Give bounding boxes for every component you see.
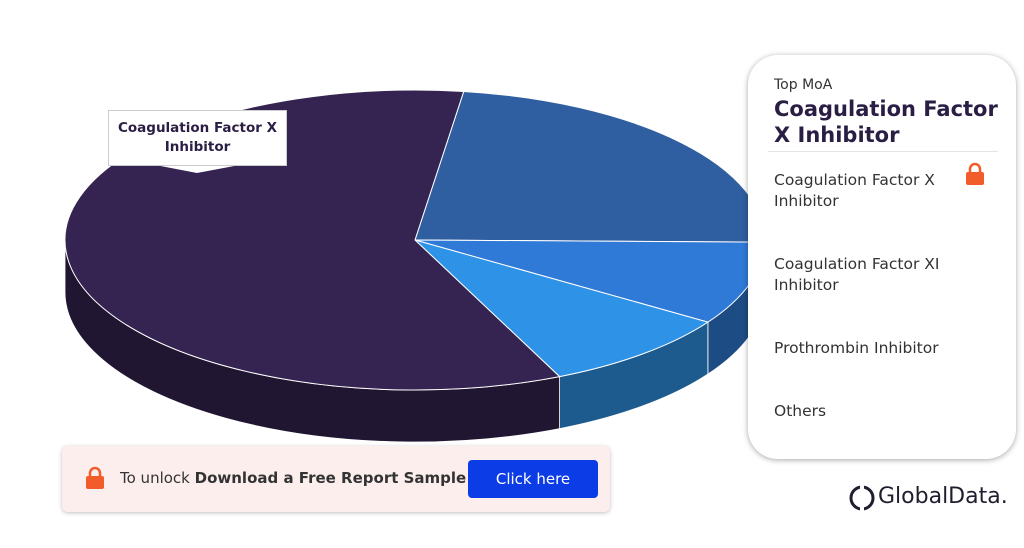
banner-lead: To unlock [120,469,190,487]
divider [768,151,998,152]
click-button[interactable]: Click here [468,460,598,498]
banner-text: To unlock Download a Free Report Sample [120,469,466,487]
banner-bold: Download a Free Report Sample [194,469,467,487]
legend-entry: Coagulation Factor X Inhibitor [774,171,935,210]
lock-icon [86,466,104,489]
slice-callout: Coagulation Factor X Inhibitor [108,110,287,166]
lock-icon [966,162,984,185]
legend-entry: Coagulation Factor XI Inhibitor [774,255,940,294]
slices [64,89,766,391]
logo: GlobalData. [878,484,1008,509]
panel-label: Top MoA [774,77,833,93]
legend-entry: Others [774,402,827,420]
logo-icon [849,485,875,511]
legend-entry: Prothrombin Inhibitor [774,339,939,357]
panel-title: Coagulation Factor X Inhibitor [774,97,998,147]
callout-pointer [150,164,245,173]
legend-panel [748,55,1016,459]
slice [414,239,710,378]
slice [414,90,766,243]
